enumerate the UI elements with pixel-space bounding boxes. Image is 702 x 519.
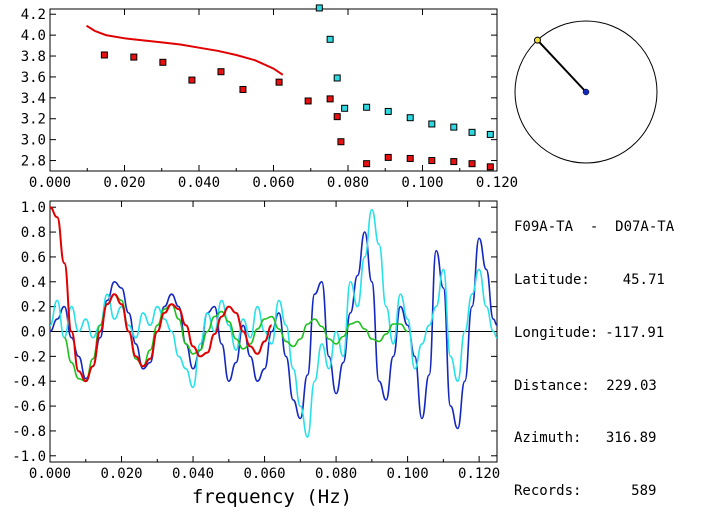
y-tick-label: 0.0 [21,325,46,341]
x-axis-label: frequency (Hz) [192,486,352,508]
red-data-point [337,138,345,146]
cyan-data-point [333,74,341,82]
x-tick-label: 0.060 [252,175,294,191]
phase-velocity-curve [85,24,284,76]
red-data-point [275,78,283,86]
azimuth-label: Azimuth: [514,430,582,447]
plot-frame [49,8,498,172]
distance-label: Distance: [514,377,590,394]
x-tick-label: 0.100 [387,466,429,482]
red-data-point [333,113,341,121]
red-data-point [450,158,458,166]
x-tick-label: 0.080 [315,466,357,482]
x-tick-label: 0.000 [29,175,71,191]
y-tick-label: 3.2 [21,112,46,128]
red-series-line [49,206,273,383]
station-pair: F09A-TA - D07A-TA [514,219,675,236]
x-tick-label: 0.040 [178,175,220,191]
x-tick-label: 0.120 [476,175,518,191]
correlation-chart: 0.000 0.020 0.040 0.060 0.080 0.100 0.120 1.0 0.… [12,200,500,482]
y-tick-label: 0.4 [21,275,46,291]
cyan-data-point [406,114,414,122]
x-tick-label: 0.100 [401,175,443,191]
dispersion-chart: 0.000 0.020 0.040 0.060 0.080 0.100 0.120 2.8 3.… [21,4,518,191]
y-tick-label: 4.0 [21,28,46,44]
y-tick-label: 1.0 [21,200,46,216]
cyan-data-point [315,4,323,12]
x-tick-label: 0.020 [103,175,145,191]
red-data-point [217,68,225,76]
cyan-data-point [450,123,458,131]
y-tick-label: 2.8 [21,154,46,170]
info-row-longitude: Longitude: -117.91 [514,325,674,343]
y-tick-label: 0.6 [21,250,46,266]
azimuth-value: 316.89 [605,430,657,447]
longitude-value: -117.91 [605,324,665,341]
cyan-data-point [326,35,334,43]
station-info-panel: F09A-TA - D07A-TA Latitude: 45.71 Longitu… [514,184,674,518]
y-tick-label: 3.6 [21,70,46,86]
red-data-point [239,85,247,93]
longitude-label: Longitude: [514,324,599,341]
x-tick-label: 0.000 [29,466,71,482]
info-row-records: Records: 589 [514,483,674,501]
latitude-label: Latitude: [514,271,590,288]
red-data-point [326,95,334,103]
red-data-point [304,97,312,105]
azimuth-circle [514,20,658,164]
red-data-point [188,76,196,84]
y-tick-label: -0.8 [12,424,46,440]
red-data-point [384,153,392,161]
y-tick-label: 0.2 [21,300,46,316]
y-tick-label: 3.0 [21,133,46,149]
red-data-point [428,157,436,165]
cyan-data-point [486,130,494,138]
cyan-data-point [428,120,436,128]
x-tick-label: 0.120 [458,466,500,482]
red-data-point [486,163,494,171]
remote-station-dot [533,36,541,44]
green-series-line [63,293,408,383]
blue-series-line [49,231,498,430]
y-tick-label: 0.8 [21,225,46,241]
center-station-dot [582,88,590,96]
y-tick-label: -0.4 [12,374,46,390]
azimuth-line [536,39,587,93]
distance-value: 229.03 [606,377,657,394]
x-tick-label: 0.080 [327,175,369,191]
y-tick-label: 4.2 [21,7,46,23]
records-label: Records: [514,483,582,500]
y-tick-label: 3.8 [21,49,46,65]
y-tick-label: -0.2 [12,349,46,365]
red-data-point [100,51,108,59]
red-data-point [130,53,138,61]
cyan-data-point [384,107,392,115]
cyan-data-point [468,128,476,136]
red-data-point [363,160,371,168]
records-value: 589 [631,483,657,500]
y-tick-label: -1.0 [12,449,46,465]
x-tick-label: 0.060 [243,466,285,482]
info-row-distance: Distance: 229.03 [514,378,674,396]
red-data-point [468,160,476,168]
y-tick-label: -0.6 [12,399,46,415]
y-tick-label: 3.4 [21,91,46,107]
x-tick-label: 0.020 [100,466,142,482]
azimuth-circle-outline [514,20,658,164]
red-data-point [159,58,167,66]
info-row-latitude: Latitude: 45.71 [514,272,674,290]
cyan-series-line [49,208,498,438]
info-row-azimuth: Azimuth: 316.89 [514,430,674,448]
x-tick-label: 0.040 [172,466,214,482]
cyan-data-point [341,104,349,112]
latitude-value: 45.71 [622,271,665,288]
cyan-data-point [363,103,371,111]
red-data-point [406,154,414,162]
